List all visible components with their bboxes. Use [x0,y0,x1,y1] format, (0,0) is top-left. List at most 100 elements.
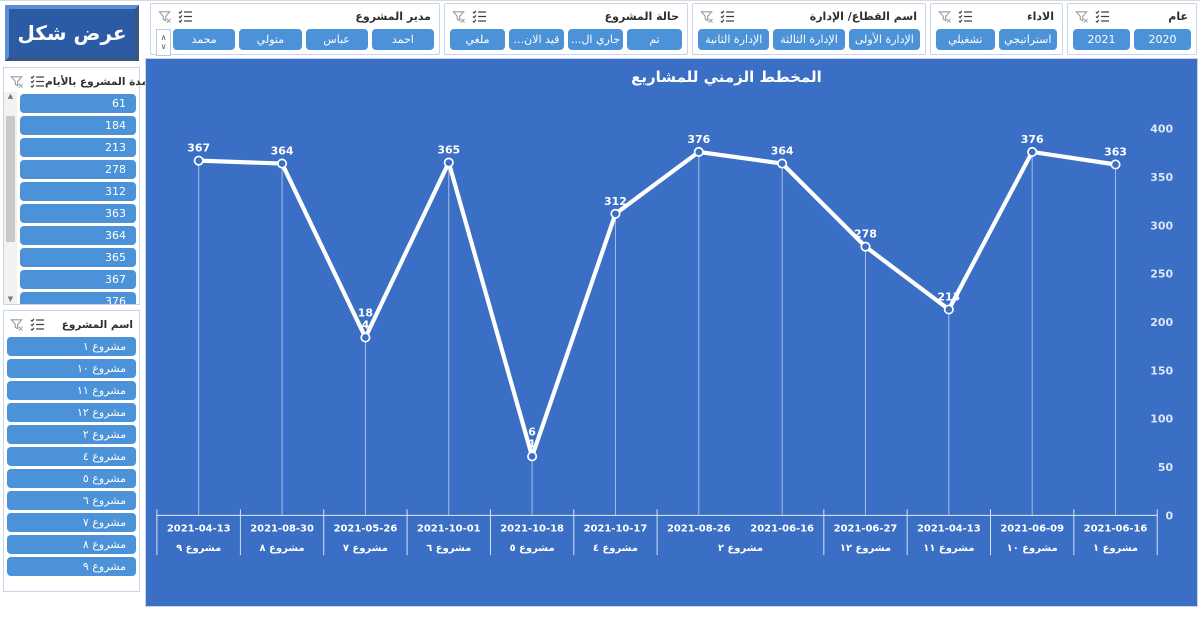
multi-select-checklist-icon[interactable] [1095,9,1110,24]
data-point-marker[interactable] [443,157,454,168]
slicer-item[interactable]: 61 [20,94,136,113]
slicer-item[interactable]: متولي [239,29,302,50]
data-point-marker[interactable] [1027,146,1038,157]
slicer-item[interactable]: عباس [305,29,368,50]
data-point-marker[interactable] [777,158,788,169]
timeline-chart-panel: 2021-04-13 مشروع ٩ 2021-08-30 مشروع ٨ 2021-0… [145,58,1198,607]
filter-header: عام [1068,4,1196,26]
multi-select-checklist-icon[interactable] [720,9,735,24]
multi-select-checklist-icon[interactable] [178,9,193,24]
slicer-scroll-stepper[interactable]: ∧ ∨ [156,29,171,56]
slicer-item[interactable]: الإدارة الأولى [848,29,920,50]
slicer-item[interactable]: مشروع ٨ [7,535,136,554]
y-axis-label: 50 [1158,461,1174,474]
data-point-marker[interactable] [193,155,204,166]
filter-header: اسم القطاع/ الإدارة [693,4,925,26]
show-shape-button[interactable]: عرض شكل [5,5,139,61]
data-point-marker[interactable] [943,304,954,315]
chevron-up-icon[interactable]: ∧ [160,32,167,42]
slicer-item[interactable]: 367 [20,270,136,289]
data-point-marker[interactable] [693,146,704,157]
multi-select-checklist-icon[interactable] [958,9,973,24]
data-point-marker[interactable] [610,208,621,219]
slicer-item[interactable]: 365 [20,248,136,267]
x-axis-project-label: مشروع ٦ [426,543,471,554]
clear-filter-funnel-icon[interactable] [9,74,24,89]
slicer-item[interactable]: مشروع ١ [7,337,136,356]
x-axis-date-label: 2021-06-27 [834,523,898,534]
slicer-item[interactable]: 376 [20,292,136,304]
slicer-item[interactable]: مشروع ٧ [7,513,136,532]
clear-filter-funnel-icon[interactable] [451,9,466,24]
scrollbar-thumb[interactable] [6,116,15,242]
slicer-item[interactable]: مشروع ٩ [7,557,136,576]
slicer-item[interactable]: تشغيلي [936,29,995,50]
multi-select-checklist-icon[interactable] [30,317,45,332]
slicer-item[interactable]: مشروع ٦ [7,491,136,510]
x-axis-project-label: مشروع ١٢ [840,543,891,554]
data-label: 376 [687,133,710,146]
data-point-marker[interactable] [527,451,538,462]
slicer-item[interactable]: 2020 [1134,29,1191,50]
x-axis-date-label: 2021-06-16 [1084,523,1148,534]
scroll-down-icon[interactable]: ▼ [7,295,14,303]
clear-filter-funnel-icon[interactable] [157,9,172,24]
multi-select-checklist-icon[interactable] [472,9,487,24]
x-axis-project-label: مشروع ١ [1093,543,1138,554]
slicer-item[interactable]: ملغي [450,29,505,50]
filter-title: عام [1168,10,1188,23]
data-label: 364 [271,145,294,158]
slicer-item[interactable]: 278 [20,160,136,179]
slicer-item[interactable]: الإدارة الثانية [698,29,770,50]
filter-project-manager: مدير المشروع ∧ ∨ احمد عباس متولي محمد [150,3,440,56]
slicer-project-name: اسم المشروع مشروع ١ مشروع ١٠ مشروع ١١ مشروع… [3,310,140,592]
slicer-item[interactable]: 363 [20,204,136,223]
slicer-title: اسم المشروع [61,318,133,331]
clear-filter-funnel-icon[interactable] [1074,9,1089,24]
scroll-up-icon[interactable]: ▲ [7,92,14,100]
data-label: 364 [771,145,794,158]
slicer-item[interactable]: احمد [371,29,434,50]
slicer-item[interactable]: 184 [20,116,136,135]
clear-filter-funnel-icon[interactable] [699,9,714,24]
data-point-marker[interactable] [277,158,288,169]
x-axis-project-label: مشروع ٢ [718,543,763,554]
slicer-item[interactable]: جاري ال... [568,29,623,50]
filter-header: مدير المشروع [151,4,439,26]
chart-title: المخطط الزمني للمشاريع [631,68,822,86]
slicer-item[interactable]: مشروع ١٠ [7,359,136,378]
data-label: 1 [528,437,536,450]
slicer-item[interactable]: 364 [20,226,136,245]
clear-filter-funnel-icon[interactable] [9,317,24,332]
slicer-item[interactable]: 2021 [1073,29,1130,50]
chevron-down-icon[interactable]: ∨ [160,41,167,51]
filter-header: حالة المشروع [445,4,687,26]
slicer-item[interactable]: مشروع ٢ [7,425,136,444]
slicer-item[interactable]: مشروع ٤ [7,447,136,466]
data-point-marker[interactable] [860,241,871,252]
slicer-header: اسم المشروع [4,311,139,335]
slicer-item[interactable]: مشروع ٥ [7,469,136,488]
slicer-item[interactable]: 312 [20,182,136,201]
y-axis-label: 200 [1150,316,1173,329]
slicer-item[interactable]: تم [627,29,682,50]
slicer-item[interactable]: مشروع ١٢ [7,403,136,422]
x-axis-date-label: 2021-06-16 [750,523,814,534]
line-chart: 2021-04-13 مشروع ٩ 2021-08-30 مشروع ٨ 2021-0… [156,123,1174,556]
slicer-item[interactable]: مشروع ١١ [7,381,136,400]
scrollbar[interactable]: ▲ ▼ [4,92,17,304]
slicer-item[interactable]: استراتيجي [998,29,1057,50]
data-point-marker[interactable] [1110,159,1121,170]
slicer-item[interactable]: 213 [20,138,136,157]
slicer-item[interactable]: الإدارة الثالثة [773,29,845,50]
line-series [196,149,1118,459]
multi-select-checklist-icon[interactable] [30,74,45,89]
slicer-item[interactable]: محمد [173,29,236,50]
data-label: 6 [528,425,536,438]
filter-header-icons [451,9,487,24]
data-label: 376 [1021,133,1044,146]
slicer-item[interactable]: قيد الان... [509,29,564,50]
slicer-items: 61 184 213 278 312 363 364 365 367 376 [17,92,139,304]
data-point-marker[interactable] [360,332,371,343]
clear-filter-funnel-icon[interactable] [937,9,952,24]
